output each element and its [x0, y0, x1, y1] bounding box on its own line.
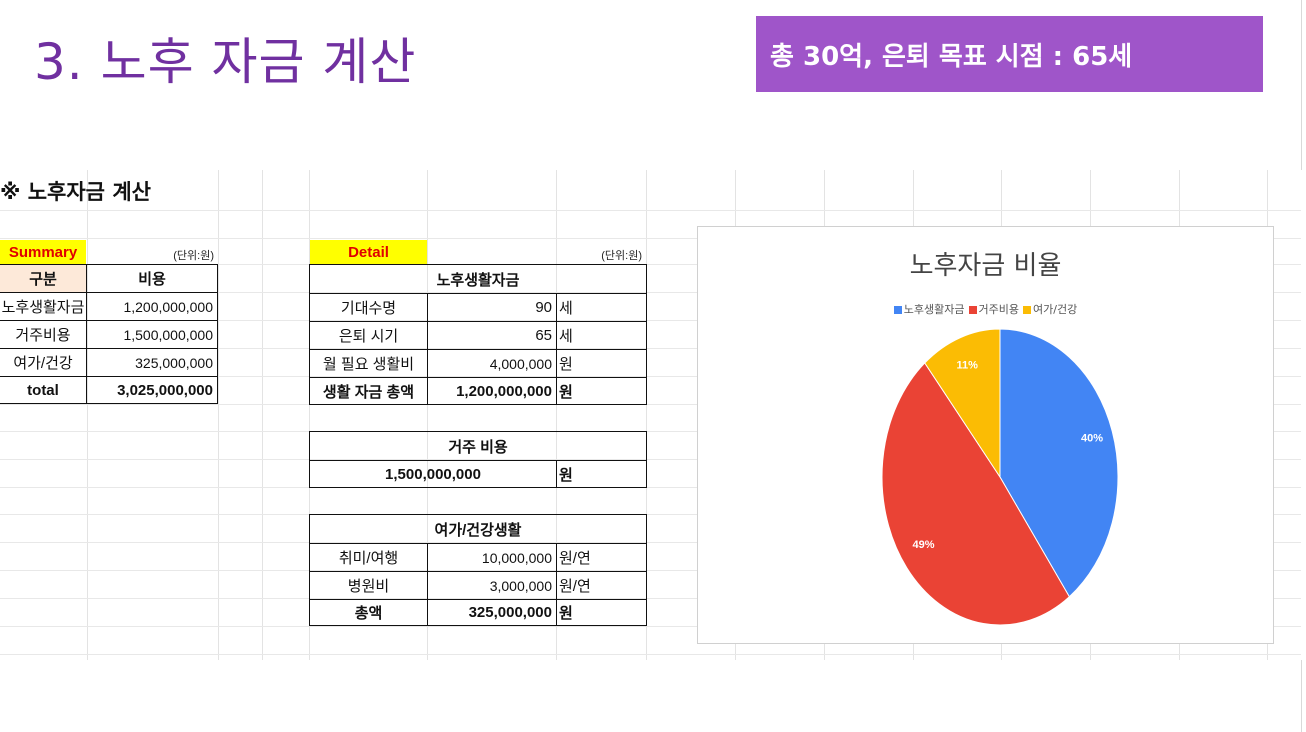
chart-legend: 노후생활자금 거주비용 여가/건강 [698, 301, 1273, 317]
detail-row-unit: 원 [559, 383, 573, 401]
summary-header-category: 구분 [0, 265, 86, 292]
summary-row-label: 노후생활자금 [1, 299, 85, 316]
summary-row-label: 거주비용 [15, 327, 71, 344]
pie-data-label: 11% [957, 359, 979, 371]
detail-row-unit: 원/연 [559, 578, 591, 595]
detail-row-value: 10,000,000 [481, 549, 552, 566]
leisure-header: 여가/건강생활 [434, 521, 522, 539]
housing-table: 거주 비용 1,500,000,000 원 [309, 431, 647, 488]
detail-row-label: 은퇴 시기 [338, 328, 399, 345]
detail-row-unit: 원 [559, 605, 573, 622]
detail-row-unit: 세 [559, 300, 573, 317]
summary-row-value: 325,000,000 [135, 354, 213, 371]
pie-chart-panel: 노후자금 비율 노후생활자금 거주비용 여가/건강 40% 49% 11% [697, 226, 1274, 644]
detail-row-value: 65 [535, 327, 552, 344]
legend-label: 노후생활자금 [903, 303, 965, 316]
summary-header-cost: 비용 [138, 271, 166, 288]
legend-swatch [893, 306, 902, 314]
summary-label: Summary [0, 240, 86, 264]
pie-data-label: 40% [1081, 432, 1103, 444]
detail-row-label: 생활 자금 총액 [322, 383, 415, 401]
detail-row-unit: 원 [559, 356, 573, 373]
living-expense-table: 노후생활자금 기대수명 90 세 은퇴 시기 65 세 월 필요 생활비 4,0… [309, 264, 647, 405]
detail-row-label: 총액 [354, 605, 383, 622]
leisure-health-table: 여가/건강생활 취미/여행 10,000,000 원/연 병원비 3,000,0… [309, 514, 647, 626]
detail-row-value: 1,200,000,000 [456, 382, 552, 400]
detail-row-value: 3,000,000 [489, 577, 552, 594]
detail-row-value: 325,000,000 [468, 604, 552, 621]
summary-table: 구분 비용 노후생활자금 1,200,000,000 거주비용 1,500,00… [0, 264, 218, 404]
summary-badge: 총 30억, 은퇴 목표 시점 : 65세 [756, 16, 1263, 92]
legend-swatch [1023, 306, 1032, 314]
detail-row-label: 병원비 [347, 578, 390, 595]
detail-row-unit: 원/연 [559, 550, 591, 567]
detail-row-value: 4,000,000 [489, 355, 552, 372]
pie-slice [999, 328, 1119, 598]
detail-row-value: 90 [535, 299, 552, 316]
summary-total-label: total [27, 381, 59, 399]
detail-unit: (단위:원) [601, 250, 642, 262]
housing-header: 거주 비용 [448, 438, 508, 456]
chart-title: 노후자금 비율 [909, 251, 1062, 281]
summary-row-value: 1,200,000,000 [123, 298, 213, 315]
pie-data-label: 49% [913, 539, 935, 551]
legend-swatch [968, 306, 977, 314]
legend-label: 여가/건강 [1033, 303, 1078, 316]
summary-unit: (단위:원) [173, 250, 214, 262]
living-expense-header: 노후생활자금 [436, 271, 520, 289]
summary-row-label: 여가/건강 [13, 355, 73, 372]
legend-item: 여가/건강 [1023, 301, 1077, 317]
legend-label: 거주비용 [978, 303, 1020, 316]
housing-unit: 원 [559, 466, 573, 484]
detail-row-unit: 세 [559, 328, 573, 345]
detail-row-label: 기대수명 [340, 300, 397, 317]
pie-slice [924, 328, 1001, 479]
detail-row-label: 월 필요 생활비 [322, 356, 415, 373]
pie-chart: 40% 49% 11% [881, 328, 1119, 626]
detail-row-label: 취미/여행 [338, 550, 399, 567]
summary-row-value: 1,500,000,000 [123, 326, 213, 343]
legend-item: 거주비용 [968, 301, 1020, 317]
sheet-heading: ※ 노후자금 계산 [0, 180, 151, 204]
legend-item: 노후생활자금 [893, 301, 965, 317]
detail-label: Detail [310, 240, 427, 264]
summary-total-value: 3,025,000,000 [117, 381, 213, 399]
pie-slice [881, 362, 1070, 626]
housing-value: 1,500,000,000 [385, 465, 481, 483]
slide-title: 3. 노후 자금 계산 [34, 33, 417, 91]
